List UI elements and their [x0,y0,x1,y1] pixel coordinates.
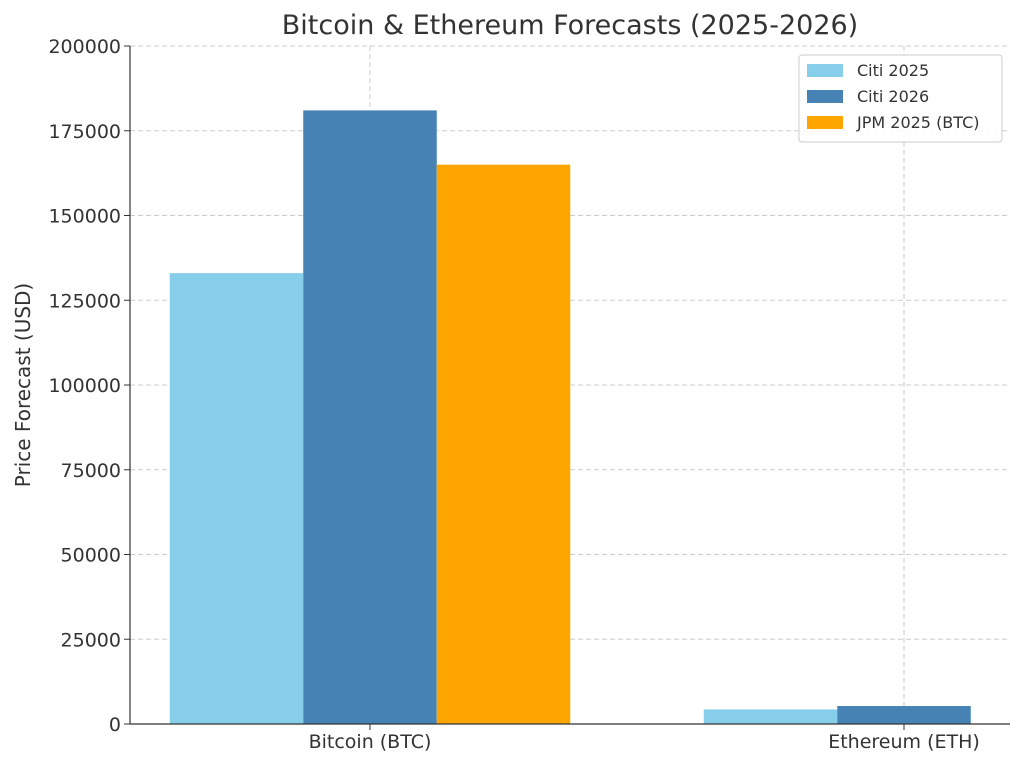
y-tick-label: 50000 [61,545,121,567]
legend-swatch [807,90,843,103]
y-tick-label: 175000 [48,121,121,143]
y-tick-label: 100000 [48,375,121,397]
bar-citi-2025-1 [703,709,838,724]
y-tick-label: 150000 [48,206,121,228]
legend-swatch [807,64,843,77]
legend-box [798,54,1003,143]
legend-label: Citi 2026 [857,87,929,106]
bar-citi-2026-1 [837,706,971,724]
legend-label: JPM 2025 (BTC) [856,113,980,132]
bar-citi-2026-0 [303,110,437,724]
y-axis-label: Price Forecast (USD) [11,283,35,487]
y-tick-label: 0 [109,714,121,736]
y-tick-label: 125000 [48,290,121,312]
y-tick-label: 25000 [61,629,121,651]
y-tick-label: 75000 [61,460,121,482]
bar-citi-2025-0 [169,273,304,724]
chart-title: Bitcoin & Ethereum Forecasts (2025-2026) [282,10,858,41]
x-tick-label: Bitcoin (BTC) [309,731,432,753]
x-tick-label: Ethereum (ETH) [828,731,980,753]
legend-swatch [807,116,843,129]
bar-jpm-2025-btc-0 [436,164,571,724]
y-tick-label: 200000 [48,36,121,58]
legend-label: Citi 2025 [857,61,929,80]
